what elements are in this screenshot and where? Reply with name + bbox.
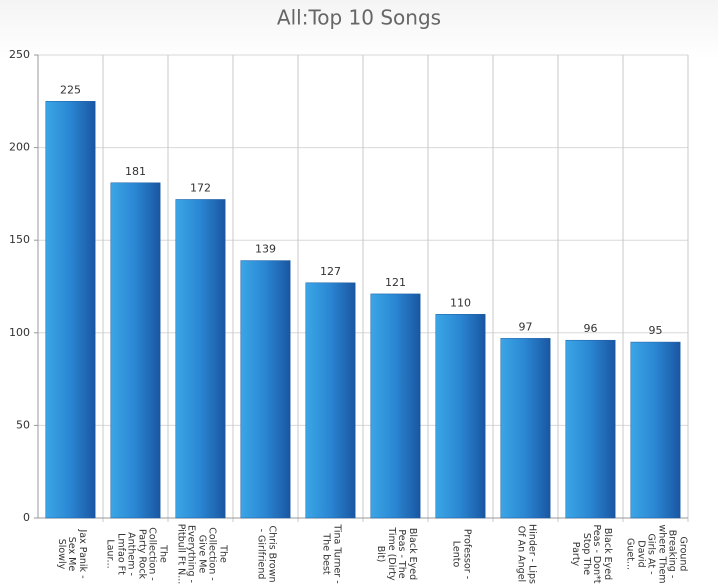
bar — [435, 314, 486, 519]
x-tick-label: Black Eyed Peas - Don*t Stop The Party — [570, 524, 613, 584]
y-tick-label: 250 — [9, 48, 30, 61]
data-label: 127 — [320, 265, 341, 278]
y-tick-label: 50 — [16, 418, 30, 431]
x-tick-label: The Collection - Party Rock Anthem - Lmf… — [104, 527, 169, 581]
data-label: 172 — [190, 181, 211, 194]
x-tick-label: Chris Brown - Girlfriend — [255, 525, 278, 583]
data-label: 121 — [385, 276, 406, 289]
bar — [240, 260, 291, 519]
bar — [45, 101, 96, 519]
chart-title: All:Top 10 Songs — [277, 6, 441, 30]
data-label: 181 — [125, 165, 146, 178]
x-tick-label: Tina Turner - The best — [320, 524, 343, 584]
bar — [175, 199, 226, 519]
y-tick-label: 200 — [9, 141, 30, 154]
data-label: 97 — [519, 320, 533, 333]
data-label: 225 — [60, 83, 81, 96]
data-label: 95 — [649, 324, 663, 337]
data-label: 96 — [584, 322, 598, 335]
x-tick-label: Ground Breaking - where Them Girls At - … — [624, 524, 689, 584]
x-tick-label: Jax Panik - Sex Me Slowly — [55, 529, 88, 579]
y-tick-label: 0 — [23, 511, 30, 524]
bar — [630, 341, 681, 519]
bar — [565, 339, 616, 519]
x-tick-label: The Collection - Give Me Everything - Pi… — [174, 523, 228, 585]
x-tick-label: Hinder - Lips Of An Angel — [515, 524, 538, 584]
data-label: 139 — [255, 243, 276, 256]
y-tick-label: 100 — [9, 326, 30, 339]
bar — [500, 338, 551, 519]
bar — [110, 182, 161, 519]
bar — [305, 282, 356, 519]
bar — [370, 293, 421, 519]
x-tick-label: Black Eyed Peas - The Time (Dirty Bit) — [375, 527, 418, 581]
data-label: 110 — [450, 296, 471, 309]
y-tick-label: 150 — [9, 233, 30, 246]
x-tick-label: Professor - Lento — [450, 528, 473, 580]
